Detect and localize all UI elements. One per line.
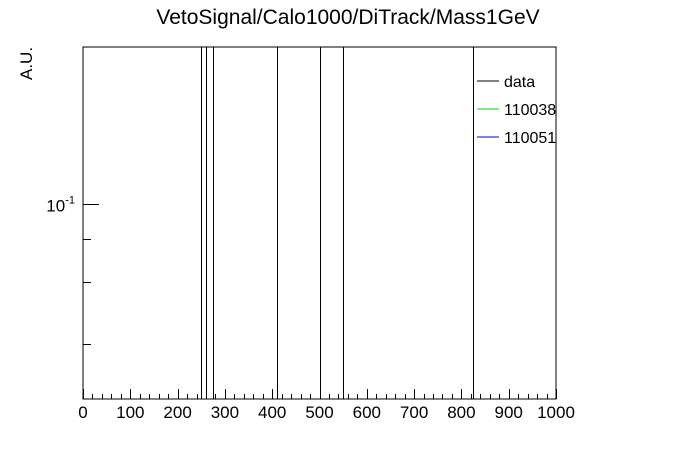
x-axis-ticks [83,389,557,399]
chart-title: VetoSignal/Calo1000/DiTrack/Mass1GeV [156,6,539,29]
x-tick-label: 600 [353,403,381,422]
data-series [201,47,474,399]
x-tick-label: 100 [116,403,144,422]
legend: data 110038 110051 [477,74,556,147]
x-tick-label: 0 [78,403,87,422]
x-tick-label: 400 [258,403,286,422]
legend-label: 110051 [504,130,556,147]
x-tick-label: 500 [305,403,333,422]
legend-label: data [504,74,535,91]
x-tick-label: 200 [163,403,191,422]
x-tick-label: 1000 [537,403,575,422]
y-axis-title: A.U. [17,47,36,80]
legend-label: 110038 [504,102,556,119]
x-tick-label: 800 [447,403,475,422]
x-tick-label: 700 [400,403,428,422]
x-axis-tick-labels: 0 100 200 300 400 500 600 700 800 900 1000 [78,403,575,422]
x-tick-label: 300 [211,403,239,422]
x-tick-label: 900 [495,403,523,422]
y-tick-label: 10-1 [46,195,75,216]
y-axis-ticks: 10-1 [46,195,99,345]
plot-frame [82,46,557,400]
